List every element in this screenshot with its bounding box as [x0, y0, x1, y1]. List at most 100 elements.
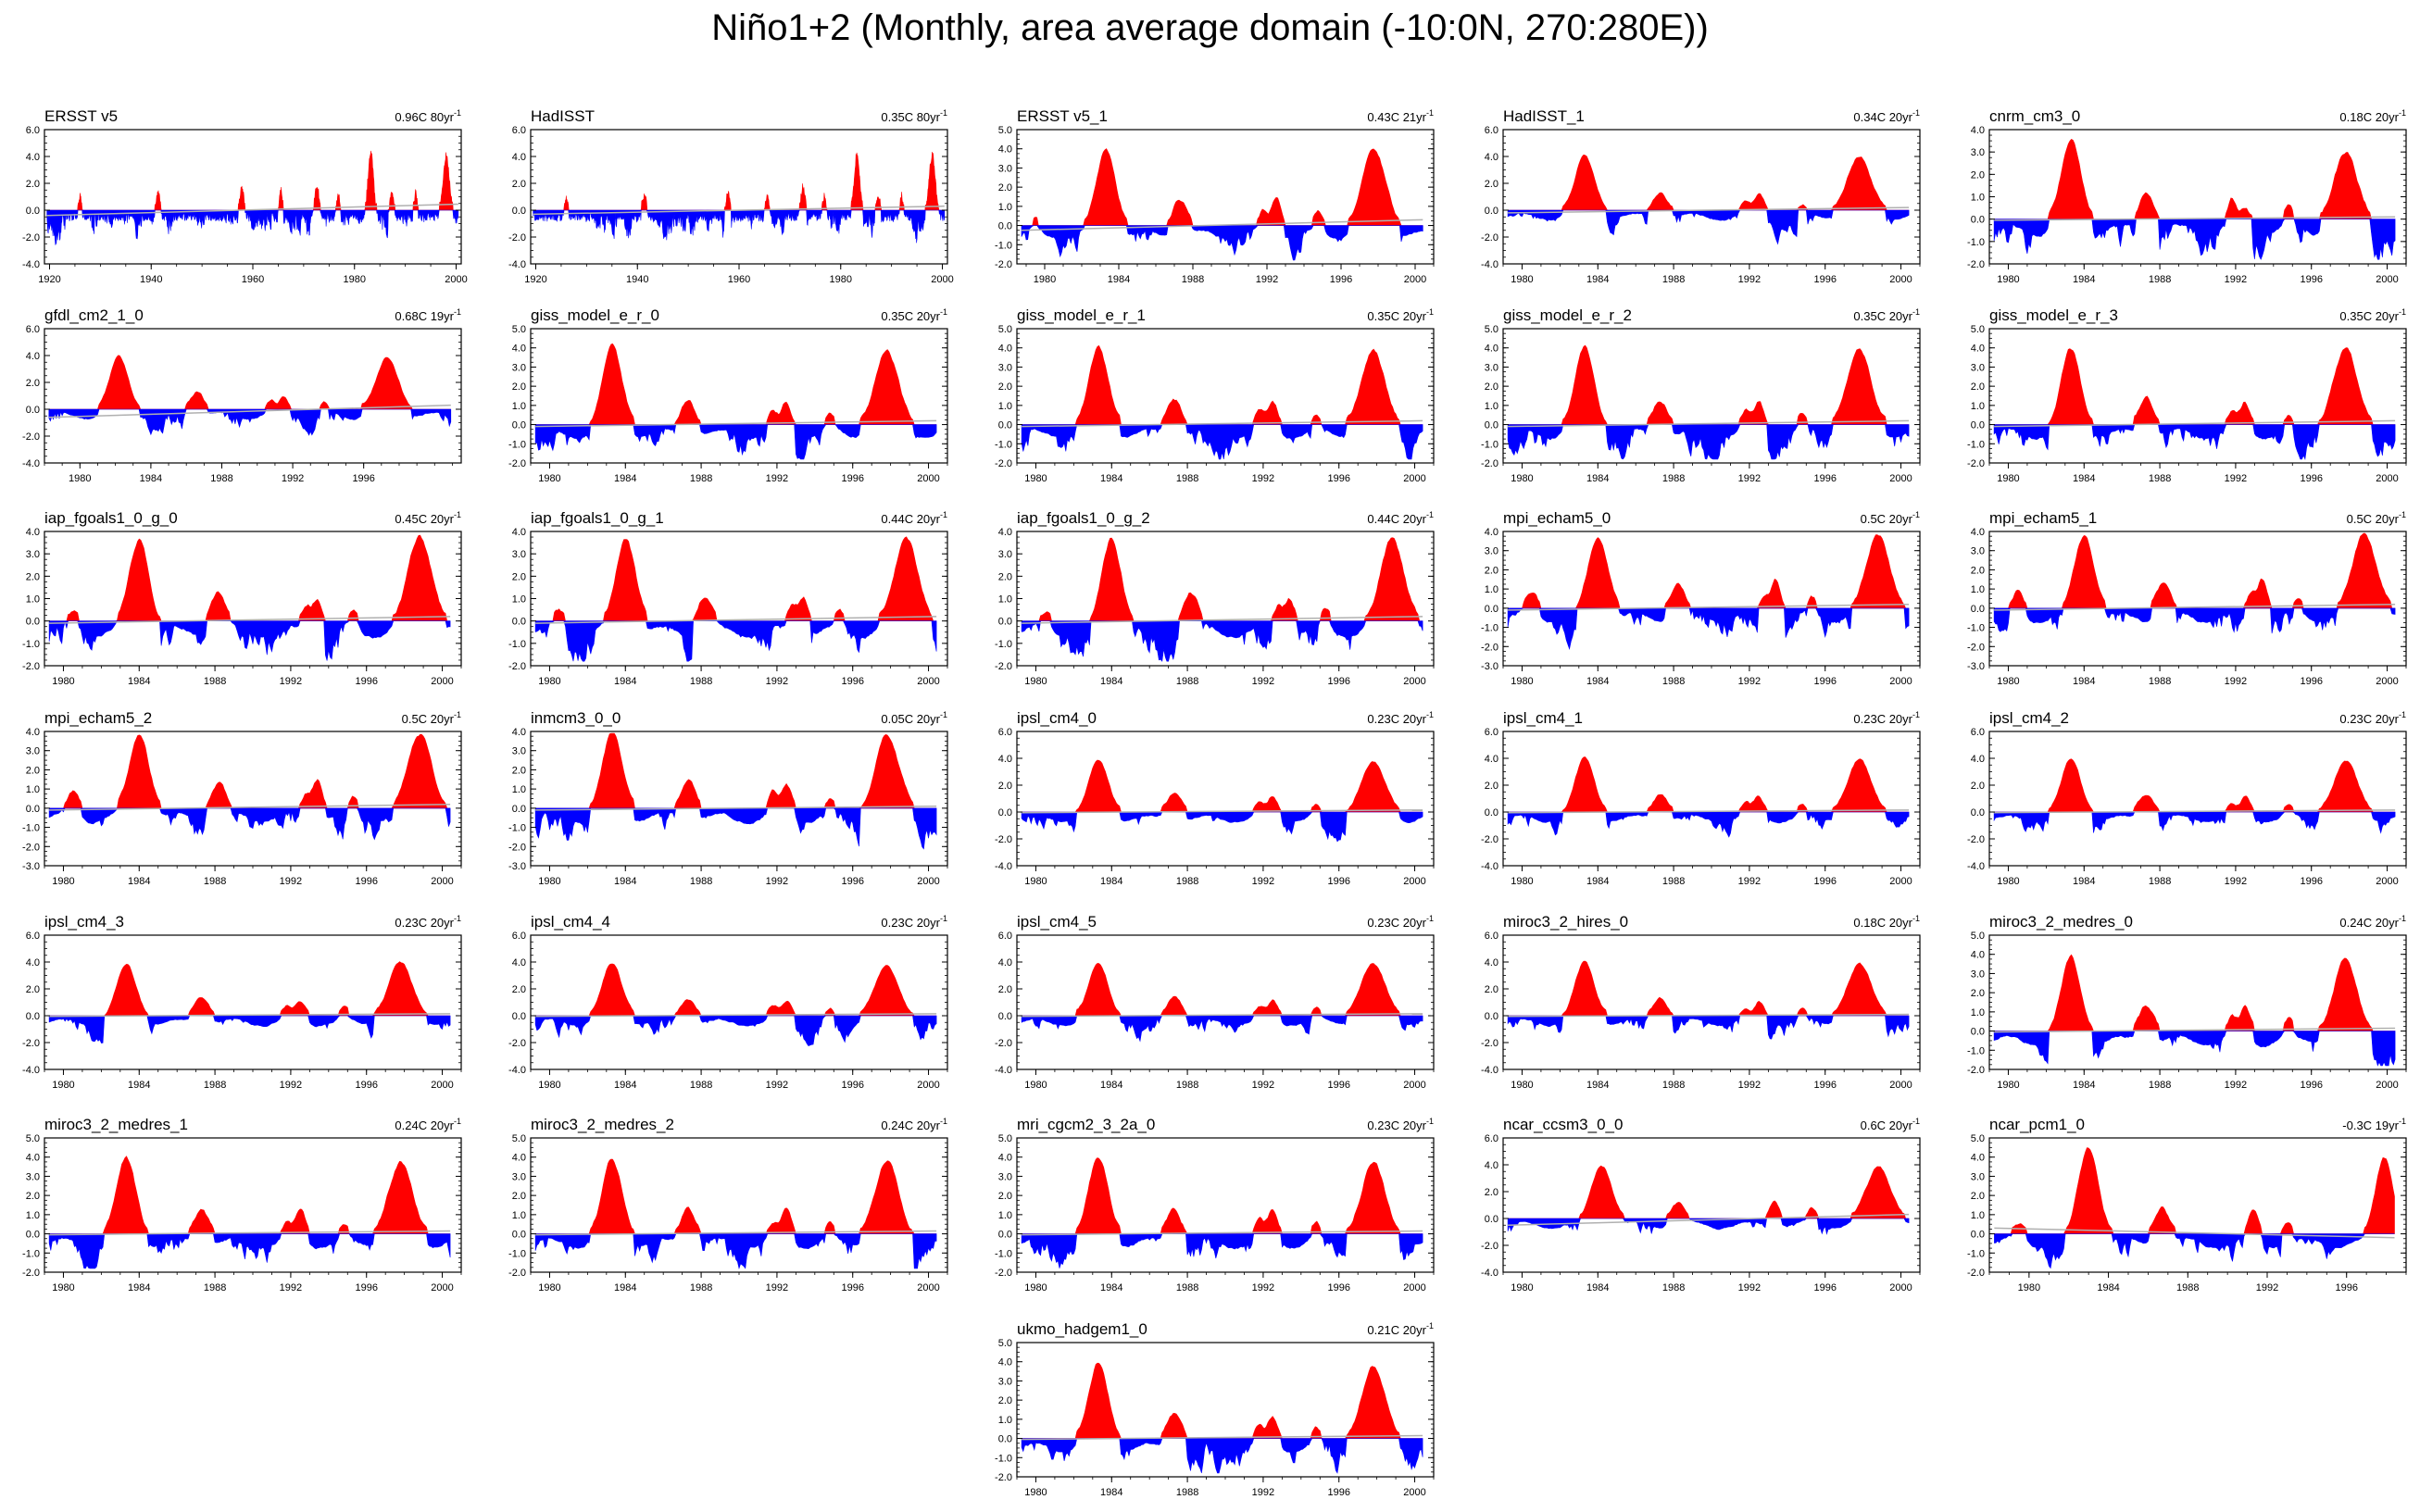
trend-label: 0.5C 20yr-1 [1861, 510, 1920, 526]
negative-anomaly-area [1507, 424, 1910, 460]
y-tick-label: -4.0 [22, 1065, 40, 1076]
positive-anomaly-area [1994, 139, 2396, 219]
y-tick-label: 3.0 [1971, 546, 1985, 557]
y-tick-label: 2.0 [998, 781, 1012, 792]
x-tick-label: 1980 [538, 676, 560, 687]
x-tick-label: 1992 [280, 676, 302, 687]
negative-anomaly-area [48, 1233, 451, 1269]
x-tick-label: 1988 [1176, 676, 1198, 687]
y-tick-label: 4.0 [512, 152, 526, 163]
y-tick-label: -2.0 [1967, 834, 1985, 845]
x-tick-label: 2000 [1404, 274, 1426, 285]
positive-anomaly-area [46, 150, 458, 211]
trend-label: 0.23C 20yr-1 [1853, 710, 1920, 726]
y-tick-label: 4.0 [512, 727, 526, 738]
panel-giss-model-e-r-2: giss_model_e_r_2 0.35C 20yr-1 5.0 4.0 3.0 2.0… [1481, 306, 1921, 484]
trend-line [49, 616, 451, 624]
y-tick-label: 4.0 [512, 957, 526, 968]
y-tick-label: 6.0 [998, 727, 1012, 738]
x-tick-label: 1984 [1108, 274, 1130, 285]
trend-label: 0.24C 20yr-1 [395, 1117, 461, 1132]
panel-iap-fgoals1-0-g-0: iap_fgoals1_0_g_0 0.45C 20yr-1 4.0 3.0 2.0 1.… [22, 509, 462, 687]
y-tick-label: -1.0 [995, 1453, 1012, 1464]
positive-anomaly-area [1508, 1165, 1910, 1219]
negative-anomaly-area [1021, 424, 1423, 460]
x-tick-label: 1996 [841, 876, 863, 887]
x-tick-label: 1988 [1662, 1080, 1685, 1091]
panel-title: mpi_echam5_2 [44, 709, 152, 727]
x-tick-label: 1988 [1176, 1282, 1198, 1293]
y-tick-label: 1.0 [998, 594, 1012, 606]
y-tick-label: 5.0 [512, 324, 526, 335]
y-tick-label: 2.0 [1971, 988, 1985, 999]
x-tick-label: 1988 [1176, 473, 1198, 484]
y-tick-label: 0.0 [26, 804, 40, 815]
y-tick-label: 4.0 [1485, 527, 1498, 538]
y-tick-label: 2.0 [512, 179, 526, 190]
x-tick-label: 1992 [280, 1080, 302, 1091]
negative-anomaly-area [1507, 1218, 1910, 1235]
x-tick-label: 1996 [841, 1080, 863, 1091]
trend-line [1022, 1434, 1423, 1441]
trend-line [48, 404, 451, 419]
positive-anomaly-area [1022, 1362, 1423, 1439]
y-tick-label: -3.0 [22, 861, 40, 872]
panel-title: ncar_ccsm3_0_0 [1503, 1116, 1623, 1133]
x-tick-label: 1992 [1252, 1282, 1274, 1293]
y-tick-label: 6.0 [1485, 931, 1498, 942]
x-tick-label: 1960 [242, 274, 264, 285]
y-tick-label: -1.0 [1481, 623, 1498, 634]
negative-anomaly-area [533, 209, 946, 244]
trend-label: 0.23C 20yr-1 [1367, 914, 1434, 930]
x-tick-label: 1988 [1176, 1080, 1198, 1091]
x-tick-label: 1988 [690, 676, 712, 687]
x-tick-label: 1984 [2073, 1080, 2095, 1091]
panel-inmcm3-0-0: inmcm3_0_0 0.05C 20yr-1 4.0 3.0 2.0 1.0 0.0 -1.… [508, 709, 948, 887]
x-tick-label: 1992 [280, 1282, 302, 1293]
y-tick-label: -2.0 [995, 834, 1012, 845]
x-tick-label: 1992 [766, 676, 788, 687]
x-tick-label: 1992 [2256, 1282, 2278, 1293]
y-tick-label: 6.0 [26, 324, 40, 335]
x-tick-label: 1992 [2225, 473, 2247, 484]
x-tick-label: 2000 [1403, 676, 1425, 687]
negative-anomaly-area [534, 620, 937, 662]
y-tick-label: -2.0 [22, 661, 40, 672]
negative-anomaly-area [1993, 1031, 2396, 1067]
y-tick-label: 3.0 [1971, 968, 1985, 980]
y-tick-label: -2.0 [508, 661, 526, 672]
x-tick-label: 1992 [2225, 676, 2247, 687]
y-tick-label: 4.0 [1971, 125, 1985, 136]
panel-ipsl-cm4-3: ipsl_cm4_3 0.23C 20yr-1 6.0 4.0 2.0 0.0 -2.0 -4… [22, 913, 462, 1091]
y-tick-label: 0.0 [512, 804, 526, 815]
plot-frame [1502, 1137, 1921, 1273]
panel-title: ipsl_cm4_4 [531, 913, 610, 931]
negative-anomaly-area [1993, 424, 2396, 461]
plot-frame [44, 531, 462, 667]
panel-title: HadISST [531, 107, 595, 125]
y-tick-label: -4.0 [1481, 1065, 1498, 1076]
x-tick-label: 1980 [1511, 274, 1533, 285]
x-tick-label: 1996 [1327, 876, 1349, 887]
x-tick-label: 1984 [140, 473, 162, 484]
y-tick-label: 2.0 [1971, 381, 1985, 393]
x-tick-label: 1980 [69, 473, 91, 484]
panel-ipsl-cm4-0: ipsl_cm4_0 0.23C 20yr-1 6.0 4.0 2.0 0.0 -2.0 -4… [995, 709, 1435, 887]
x-tick-label: 1992 [766, 1282, 788, 1293]
x-tick-label: 1980 [1997, 274, 2019, 285]
y-tick-label: -2.0 [1967, 1268, 1985, 1279]
panel-title: ipsl_cm4_0 [1017, 709, 1097, 727]
x-tick-label: 1988 [690, 1080, 712, 1091]
y-tick-label: 4.0 [26, 527, 40, 538]
y-tick-label: 0.0 [26, 1011, 40, 1022]
x-tick-label: 1980 [52, 1080, 74, 1091]
x-tick-label: 1996 [2300, 676, 2322, 687]
y-tick-label: 1.0 [998, 1210, 1012, 1221]
y-tick-label: 6.0 [1971, 727, 1985, 738]
y-tick-label: -4.0 [1967, 861, 1985, 872]
x-tick-label: 1988 [1176, 1487, 1198, 1498]
positive-anomaly-area [535, 536, 937, 621]
x-tick-label: 1988 [1176, 876, 1198, 887]
positive-anomaly-area [1508, 534, 1910, 609]
